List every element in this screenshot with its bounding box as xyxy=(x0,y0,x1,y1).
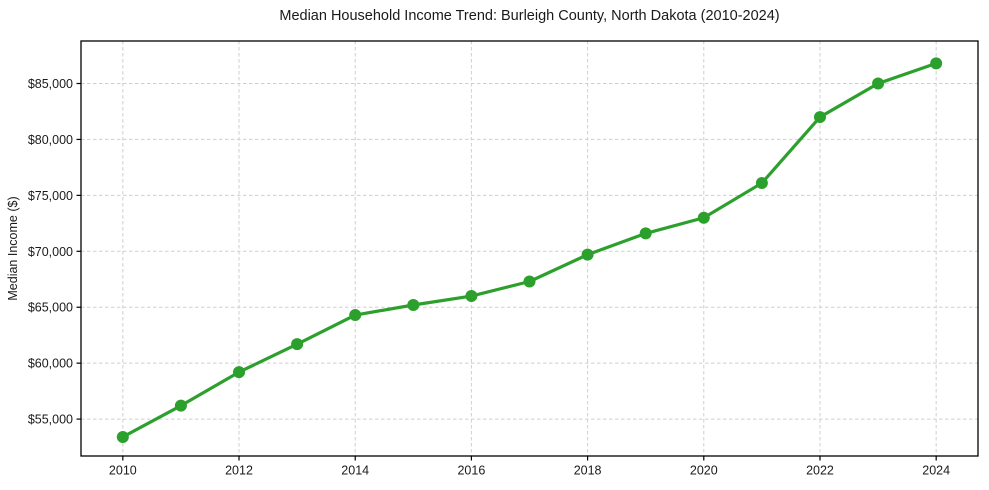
data-point xyxy=(930,57,943,70)
y-tick-label: $55,000 xyxy=(28,413,73,427)
x-tick-label: 2022 xyxy=(806,464,834,478)
data-point xyxy=(755,177,768,190)
data-point xyxy=(813,111,826,124)
plot-frame xyxy=(80,40,979,457)
data-point xyxy=(349,309,362,322)
data-point xyxy=(233,366,246,379)
x-tick-label: 2018 xyxy=(574,464,602,478)
x-tick-label: 2012 xyxy=(225,464,253,478)
y-tick-label: $85,000 xyxy=(28,77,73,91)
y-tick-label: $60,000 xyxy=(28,357,73,371)
series-line xyxy=(121,61,938,439)
data-point xyxy=(639,227,652,240)
data-point xyxy=(291,338,304,351)
x-tick-label: 2020 xyxy=(690,464,718,478)
data-point xyxy=(407,298,420,311)
x-tick-label: 2024 xyxy=(922,464,950,478)
chart-title: Median Household Income Trend: Burleigh … xyxy=(279,8,780,24)
data-point xyxy=(872,77,885,90)
y-tick-label: $75,000 xyxy=(28,189,73,203)
data-point xyxy=(465,290,478,303)
x-tick-label: 2010 xyxy=(109,464,137,478)
y-tick-label: $65,000 xyxy=(28,301,73,315)
y-tick-label: $80,000 xyxy=(28,133,73,147)
x-tick-label: 2016 xyxy=(457,464,485,478)
y-tick-label: $70,000 xyxy=(28,245,73,259)
data-point xyxy=(523,275,536,288)
y-axis-label: Median Income ($) xyxy=(6,196,20,300)
data-point xyxy=(174,399,187,412)
x-tick-label: 2014 xyxy=(341,464,369,478)
data-point xyxy=(581,248,594,261)
data-point xyxy=(116,430,129,443)
data-point xyxy=(697,211,710,224)
